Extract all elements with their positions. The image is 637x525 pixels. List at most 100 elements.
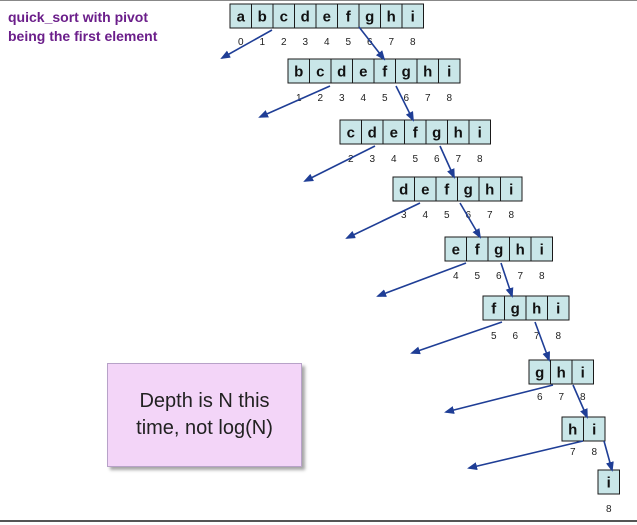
left-partition-arrow bbox=[444, 384, 554, 414]
array-cell-label: h bbox=[516, 242, 525, 259]
array-index-label: 5 bbox=[382, 93, 388, 104]
callout-line-2: time, not log(N) bbox=[136, 417, 273, 439]
array-cell-label: i bbox=[411, 9, 415, 26]
array-cell bbox=[438, 58, 461, 84]
left-partition-arrow bbox=[220, 29, 273, 59]
array-cell-label: i bbox=[540, 242, 544, 259]
array-index-label: 7 bbox=[534, 331, 540, 342]
array-index-label: 5 bbox=[345, 37, 351, 48]
array-index-label: 8 bbox=[477, 154, 483, 165]
array-cell-label: h bbox=[454, 125, 463, 142]
left-partition-arrow bbox=[376, 262, 467, 297]
array-index-label: 7 bbox=[455, 154, 461, 165]
depth-callout: Depth is N this time, not log(N) bbox=[107, 363, 302, 467]
array-index-label: 5 bbox=[474, 271, 480, 282]
array-cell-label: i bbox=[556, 301, 560, 318]
array-cell-label: f bbox=[444, 182, 450, 199]
array-cell-label: f bbox=[475, 242, 481, 259]
array-cell-label: g bbox=[464, 182, 473, 199]
right-partition-arrow bbox=[572, 384, 588, 419]
array-index-label: 8 bbox=[410, 37, 416, 48]
array-index-label: 8 bbox=[606, 504, 612, 515]
array-index-label: 4 bbox=[453, 271, 459, 282]
array-cell-label: e bbox=[359, 64, 367, 81]
array-index-label: 7 bbox=[487, 210, 493, 221]
array-cell-label: i bbox=[581, 365, 585, 382]
array-cell bbox=[583, 416, 606, 442]
array-index-label: 0 bbox=[238, 37, 244, 48]
array-index-label: 8 bbox=[446, 93, 452, 104]
slide-title-line-1: quick_sort with pivot bbox=[8, 9, 149, 25]
array-index-label: 8 bbox=[539, 271, 545, 282]
array-cell-label: g bbox=[432, 125, 441, 142]
array-cell-label: c bbox=[280, 9, 288, 26]
array-index-label: 8 bbox=[555, 331, 561, 342]
array-level-8: i8 bbox=[597, 469, 620, 515]
array-cell-label: f bbox=[346, 9, 352, 26]
array-cell-label: e bbox=[323, 9, 331, 26]
array-index-label: 6 bbox=[434, 154, 440, 165]
array-level-3: d 3 e 4 f 5 g 6 h 7 i 8 bbox=[392, 176, 523, 221]
array-cell-label: a bbox=[237, 9, 246, 26]
array-cell-label: c bbox=[316, 64, 324, 81]
array-index-label: 8 bbox=[580, 392, 586, 403]
array-index-label: 7 bbox=[388, 37, 394, 48]
array-index-label: 7 bbox=[558, 392, 564, 403]
slide-title: quick_sort with pivot being the first el… bbox=[8, 8, 157, 46]
array-index-label: 2 bbox=[348, 154, 354, 165]
array-cell-label: b bbox=[294, 64, 303, 81]
array-cell-label: e bbox=[390, 125, 398, 142]
array-cell-label: d bbox=[368, 125, 377, 142]
array-index-label: 6 bbox=[496, 271, 502, 282]
array-level-0: a 0 b 1 c 2 d 3 e 4 f 5 g 6 h 7 i 8 bbox=[229, 3, 424, 48]
array-index-label: 6 bbox=[403, 93, 409, 104]
arrays-layer: a0b1c2d3e4f5g6h7i8b1c2d3e4f5g6h7i8c2d3e4… bbox=[229, 3, 620, 515]
footer-rule bbox=[0, 520, 637, 522]
left-partition-arrow bbox=[410, 321, 503, 355]
array-index-label: 7 bbox=[570, 447, 576, 458]
array-cell bbox=[401, 3, 424, 29]
array-cell-label: g bbox=[494, 242, 503, 259]
array-level-6: g 6 h 7 i 8 bbox=[528, 359, 594, 403]
array-cell-label: h bbox=[568, 422, 577, 439]
array-cell-label: i bbox=[509, 182, 513, 199]
array-index-label: 5 bbox=[491, 331, 497, 342]
array-cell-label: h bbox=[423, 64, 432, 81]
array-cell bbox=[530, 236, 553, 262]
array-index-label: 6 bbox=[465, 210, 471, 221]
left-partition-arrow bbox=[345, 202, 421, 239]
array-cell bbox=[500, 176, 523, 202]
array-cell-label: g bbox=[511, 301, 520, 318]
array-level-4: e 4 f 5 g 6 h 7 i 8 bbox=[444, 236, 553, 282]
callout-line-1: Depth is N this bbox=[139, 390, 270, 412]
right-partition-arrow bbox=[500, 262, 514, 298]
array-level-1: b 1 c 2 d 3 e 4 f 5 g 6 h 7 i 8 bbox=[287, 58, 461, 104]
right-partition-arrow bbox=[439, 145, 455, 179]
array-cell bbox=[468, 119, 491, 145]
array-cell-label: e bbox=[452, 242, 460, 259]
array-index-label: 5 bbox=[412, 154, 418, 165]
array-index-label: 1 bbox=[259, 37, 265, 48]
array-index-label: 4 bbox=[324, 37, 330, 48]
array-index-label: 8 bbox=[508, 210, 514, 221]
array-index-label: 7 bbox=[517, 271, 523, 282]
array-cell-label: i bbox=[478, 125, 482, 142]
array-index-label: 7 bbox=[425, 93, 431, 104]
array-index-label: 2 bbox=[317, 93, 323, 104]
slide-title-line-2: being the first element bbox=[8, 28, 158, 44]
array-cell-label: f bbox=[491, 301, 497, 318]
array-index-label: 3 bbox=[339, 93, 345, 104]
array-cell-label: d bbox=[399, 182, 408, 199]
array-index-label: 6 bbox=[367, 37, 373, 48]
array-index-label: 1 bbox=[296, 93, 302, 104]
right-partition-arrow bbox=[459, 202, 482, 239]
array-cell-label: g bbox=[365, 9, 374, 26]
array-cell-label: g bbox=[402, 64, 411, 81]
array-cell-label: h bbox=[557, 365, 566, 382]
array-index-label: 6 bbox=[537, 392, 543, 403]
array-index-label: 2 bbox=[281, 37, 287, 48]
array-level-2: c 2 d 3 e 4 f 5 g 6 h 7 i 8 bbox=[339, 119, 491, 165]
left-partition-arrow bbox=[303, 145, 376, 182]
left-partition-arrow bbox=[258, 85, 331, 118]
